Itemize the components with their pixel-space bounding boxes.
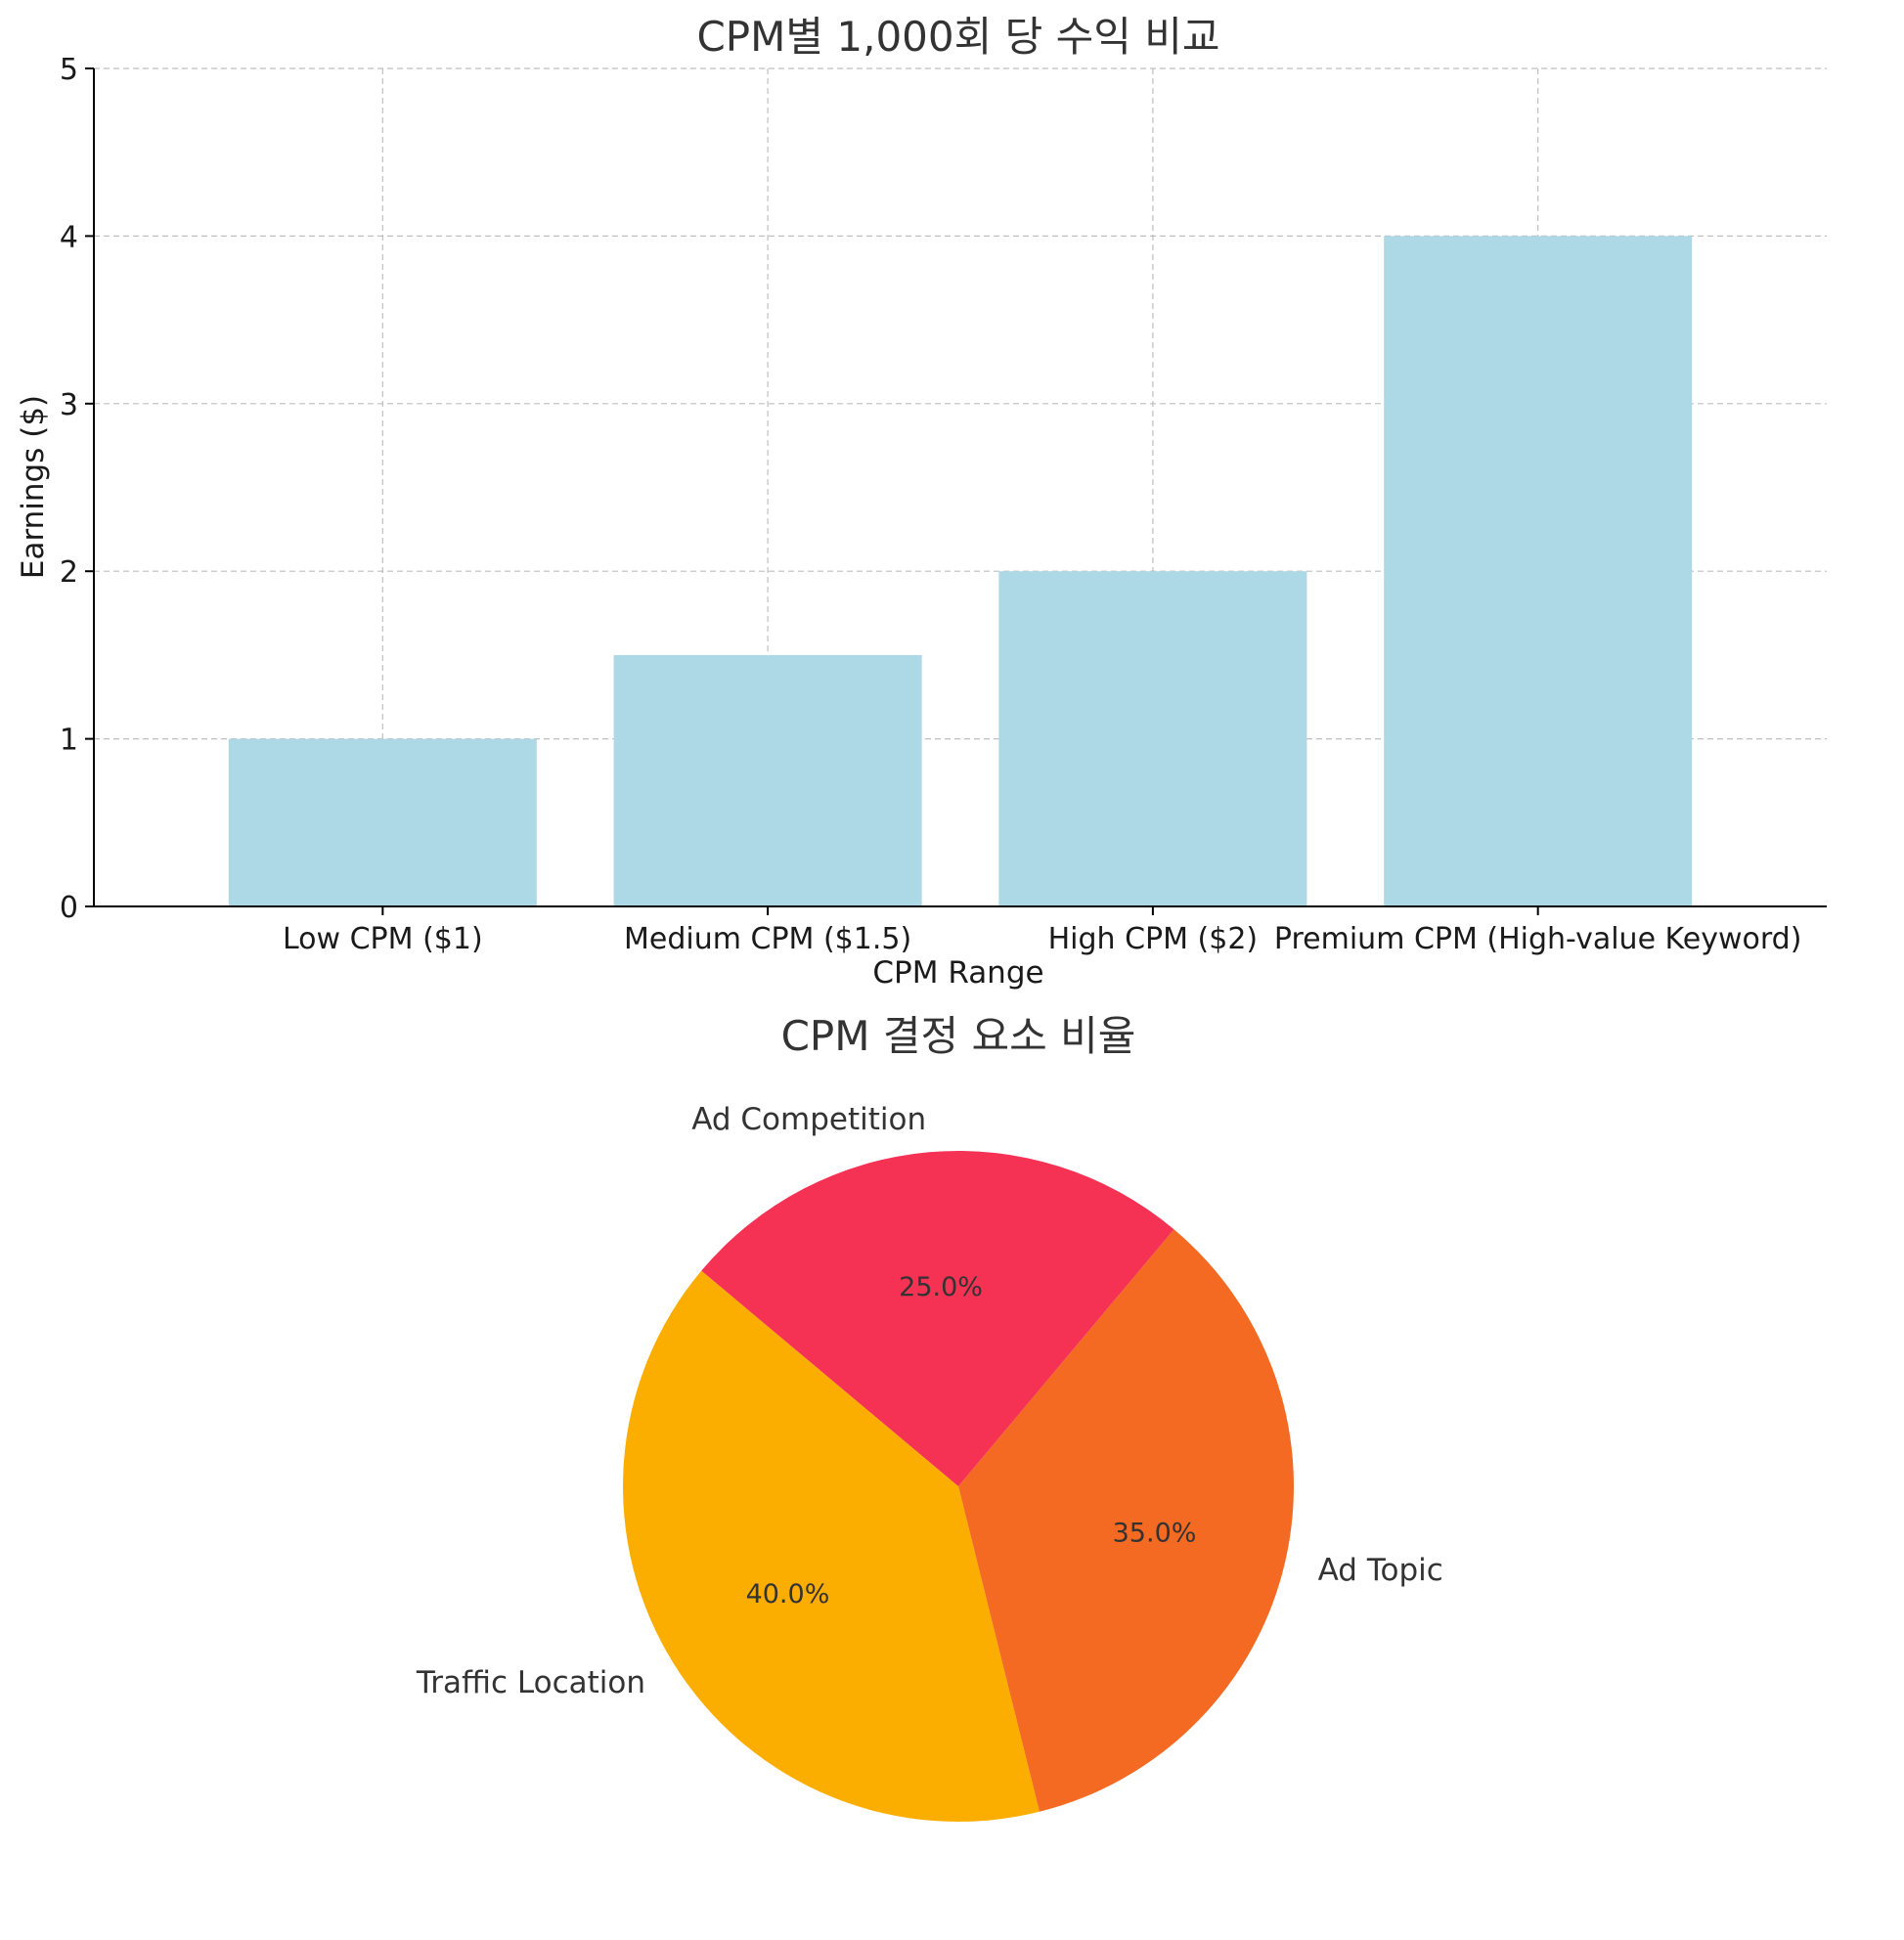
pie-percent-1: 35.0% — [1113, 1518, 1197, 1548]
pie-label-2: Ad Competition — [691, 1102, 926, 1137]
bar-chart-y-ticks: 0 1 2 3 4 5 — [60, 53, 94, 925]
bar-chart-y-axis-label: Earnings ($) — [16, 395, 51, 579]
x-tick-label-0: Low CPM ($1) — [283, 922, 483, 956]
pie-percent-2: 25.0% — [899, 1272, 983, 1302]
pie-slice-2 — [701, 1151, 1174, 1486]
pie-label-0: Traffic Location — [416, 1665, 645, 1700]
x-tick-label-1: Medium CPM ($1.5) — [624, 922, 911, 956]
bar-1 — [613, 654, 922, 906]
bar-chart-x-ticks: Low CPM ($1) Medium CPM ($1.5) High CPM ($… — [283, 906, 1801, 956]
bar-chart-bars — [228, 236, 1693, 906]
pie-slice-1 — [958, 1229, 1294, 1812]
pie-slice-0 — [623, 1270, 1040, 1822]
y-tick-label-2: 2 — [60, 555, 78, 590]
y-tick-label-4: 4 — [60, 220, 78, 254]
pie-label-1: Ad Topic — [1318, 1553, 1443, 1588]
bar-0 — [228, 738, 537, 906]
y-tick-label-0: 0 — [60, 891, 78, 925]
pie-chart-slices — [623, 1151, 1294, 1822]
x-tick-label-2: High CPM ($2) — [1048, 922, 1259, 956]
bar-chart-title: CPM별 1,000회 당 수익 비교 — [696, 13, 1219, 61]
bar-chart-x-axis-label: CPM Range — [872, 955, 1043, 991]
x-tick-label-3: Premium CPM (High-value Keyword) — [1274, 922, 1801, 956]
y-tick-label-5: 5 — [60, 53, 78, 87]
bar-2 — [998, 571, 1307, 906]
y-tick-label-1: 1 — [60, 724, 78, 758]
bar-3 — [1384, 236, 1693, 906]
bar-chart: CPM별 1,000회 당 수익 비교 0 1 2 3 4 5 Low CPM ($1) M… — [16, 13, 1827, 991]
pie-chart-title: CPM 결정 요소 비율 — [781, 1012, 1136, 1060]
pie-chart: CPM 결정 요소 비율 Traffic Location 40.0% Ad Top… — [416, 1012, 1443, 1822]
pie-percent-0: 40.0% — [746, 1579, 830, 1609]
pie-chart-labels: Traffic Location 40.0% Ad Topic 35.0% Ad Com… — [416, 1102, 1443, 1700]
y-tick-label-3: 3 — [60, 388, 78, 422]
